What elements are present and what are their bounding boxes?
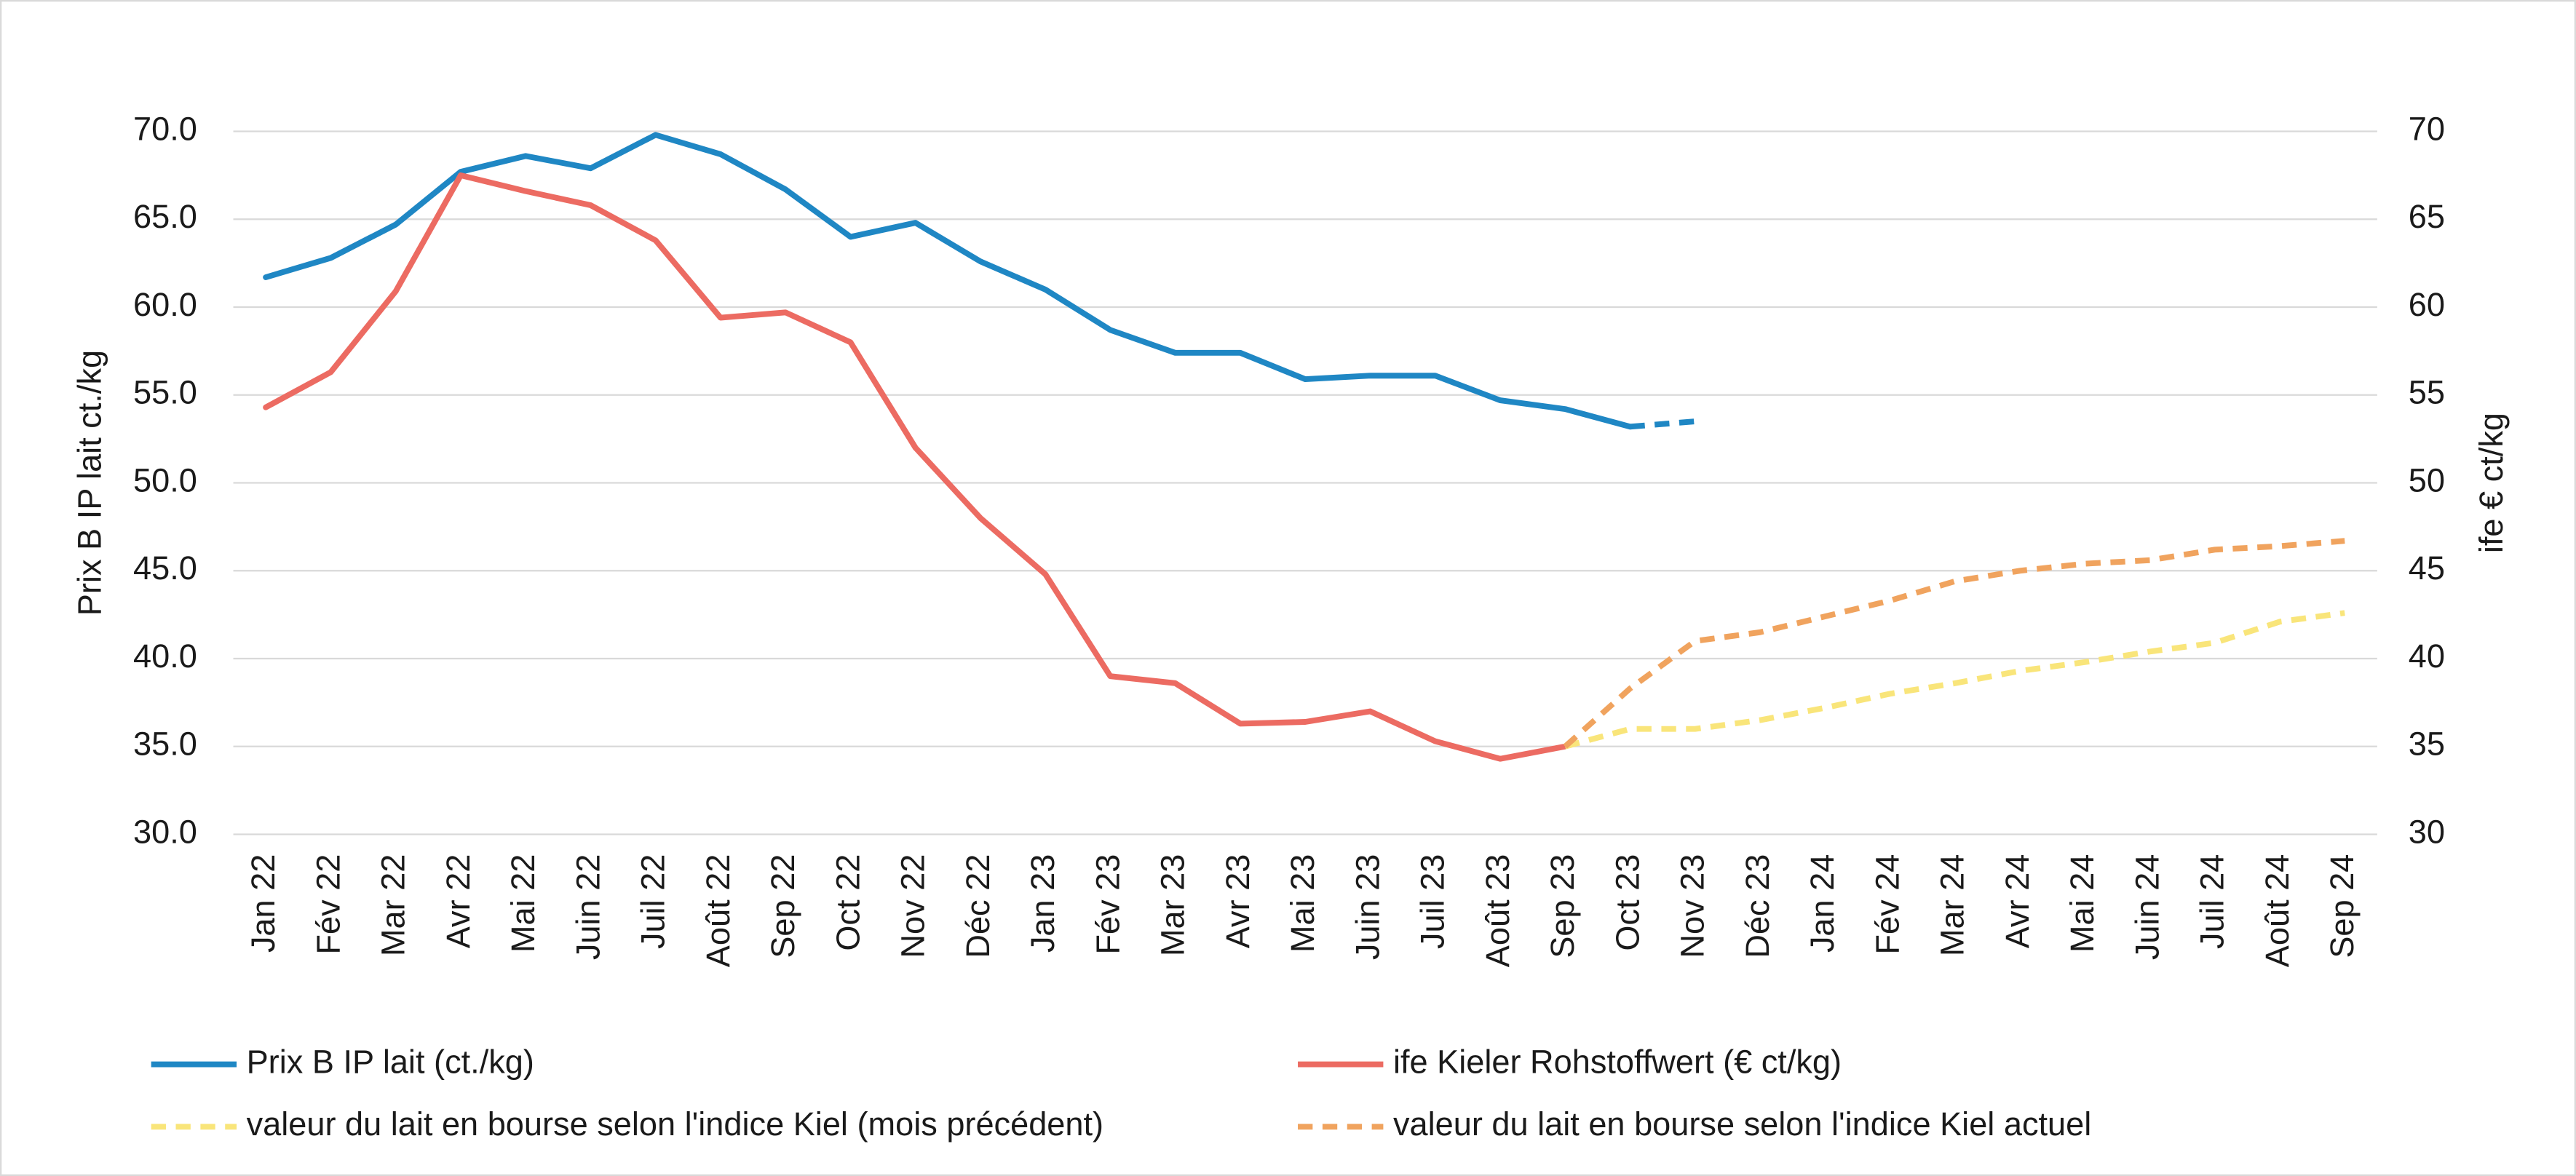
y-tick-label: 45.0 bbox=[133, 549, 197, 587]
x-tick-label: Oct 22 bbox=[829, 854, 866, 951]
series-line bbox=[1630, 418, 1696, 430]
x-tick-label: Déc 22 bbox=[959, 854, 996, 958]
x-tick-label: Sep 22 bbox=[764, 854, 801, 958]
y-tick-label: 65.0 bbox=[133, 198, 197, 235]
x-tick-label: Nov 23 bbox=[1674, 854, 1711, 958]
y2-tick-label: 30 bbox=[2409, 813, 2445, 850]
y-tick-label: 35.0 bbox=[133, 726, 197, 763]
x-tick-label: Avr 22 bbox=[440, 854, 477, 949]
x-tick-label: Fév 22 bbox=[309, 854, 346, 955]
y2-tick-label: 65 bbox=[2409, 198, 2445, 235]
series-line bbox=[263, 172, 1569, 762]
y-tick-label: 60.0 bbox=[133, 286, 197, 323]
series-line bbox=[263, 132, 1633, 430]
x-tick-label: Mai 23 bbox=[1284, 854, 1321, 953]
x-tick-label: Déc 23 bbox=[1739, 854, 1776, 958]
x-tick-label: Juin 23 bbox=[1349, 854, 1386, 961]
y2-tick-label: 55 bbox=[2409, 374, 2445, 411]
y2-tick-label: 35 bbox=[2409, 726, 2445, 763]
y2-axis-label: ife € ct/kg bbox=[2473, 413, 2510, 553]
x-tick-label: Jan 24 bbox=[1804, 854, 1841, 953]
y2-tick-label: 40 bbox=[2409, 637, 2445, 675]
y2-tick-label: 60 bbox=[2409, 286, 2445, 323]
x-tick-label: Juil 24 bbox=[2194, 854, 2231, 949]
legend-label: ife Kieler Rohstoffwert (€ ct/kg) bbox=[1393, 1043, 1842, 1080]
x-tick-label: Juin 24 bbox=[2128, 854, 2165, 961]
y-tick-label: 70.0 bbox=[133, 110, 197, 147]
x-tick-label: Avr 23 bbox=[1219, 854, 1256, 949]
x-tick-label: Nov 22 bbox=[895, 854, 932, 958]
x-tick-label: Fév 24 bbox=[1868, 854, 1906, 955]
x-tick-label: Août 24 bbox=[2259, 854, 2296, 968]
x-tick-label: Fév 23 bbox=[1089, 854, 1126, 955]
x-tick-label: Juin 22 bbox=[569, 854, 606, 961]
x-tick-label: Juil 22 bbox=[635, 854, 672, 949]
y2-tick-label: 70 bbox=[2409, 110, 2445, 147]
x-tick-label: Jan 23 bbox=[1024, 854, 1061, 953]
legend-label: valeur du lait en bourse selon l'indice … bbox=[247, 1105, 1103, 1143]
y-axis-label: Prix B IP lait ct./kg bbox=[71, 350, 108, 616]
y-tick-label: 40.0 bbox=[133, 637, 197, 675]
x-tick-label: Jan 22 bbox=[245, 854, 282, 953]
x-tick-label: Oct 23 bbox=[1609, 854, 1646, 951]
x-tick-label: Juil 23 bbox=[1414, 854, 1451, 949]
y2-tick-label: 45 bbox=[2409, 549, 2445, 587]
y-tick-label: 50.0 bbox=[133, 461, 197, 498]
x-tick-label: Mai 24 bbox=[2064, 854, 2101, 953]
series-line bbox=[1564, 610, 2345, 750]
y-tick-label: 30.0 bbox=[133, 813, 197, 850]
x-tick-label: Mai 22 bbox=[504, 854, 542, 953]
x-tick-label: Mar 24 bbox=[1934, 854, 1971, 956]
series-line bbox=[1563, 538, 2345, 749]
x-tick-label: Sep 24 bbox=[2323, 854, 2361, 958]
legend-label: valeur du lait en bourse selon l'indice … bbox=[1393, 1105, 2091, 1143]
x-tick-label: Août 23 bbox=[1479, 854, 1516, 968]
x-tick-label: Mar 22 bbox=[375, 854, 412, 956]
x-tick-label: Avr 24 bbox=[1999, 854, 2036, 949]
y2-tick-label: 50 bbox=[2409, 461, 2445, 498]
x-tick-label: Août 22 bbox=[700, 854, 737, 968]
y-tick-label: 55.0 bbox=[133, 374, 197, 411]
legend-label: Prix B IP lait (ct./kg) bbox=[247, 1043, 534, 1080]
x-tick-label: Mar 23 bbox=[1154, 854, 1192, 956]
x-tick-label: Sep 23 bbox=[1544, 854, 1581, 958]
